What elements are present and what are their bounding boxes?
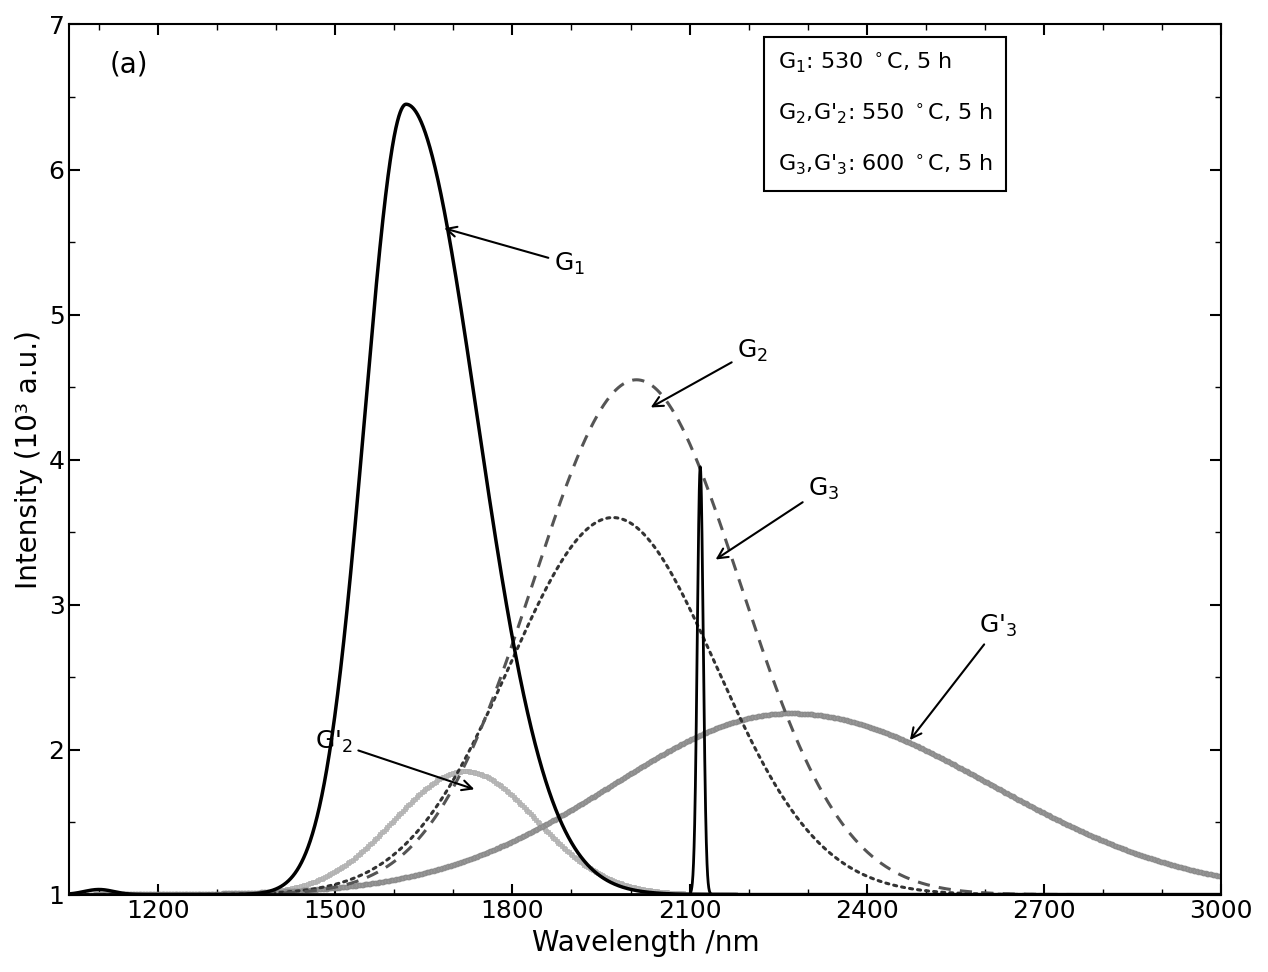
- Text: (a): (a): [110, 51, 148, 79]
- Text: G$_2$: G$_2$: [653, 337, 768, 406]
- Y-axis label: Intensity (10³ a.u.): Intensity (10³ a.u.): [15, 330, 43, 589]
- Text: G$_3$: G$_3$: [718, 475, 839, 558]
- X-axis label: Wavelength /nm: Wavelength /nm: [531, 929, 760, 957]
- Text: G$'_2$: G$'_2$: [314, 729, 472, 790]
- Text: G$_1$: G$_1$: [446, 226, 585, 277]
- Text: G$_1$: 530 $^\circ$C, 5 h

G$_2$,G$'_2$: 550 $^\circ$C, 5 h

G$_3$,G$'_3$: 600 $: G$_1$: 530 $^\circ$C, 5 h G$_2$,G$'_2$: …: [777, 51, 993, 177]
- Text: G$'_3$: G$'_3$: [912, 613, 1017, 739]
